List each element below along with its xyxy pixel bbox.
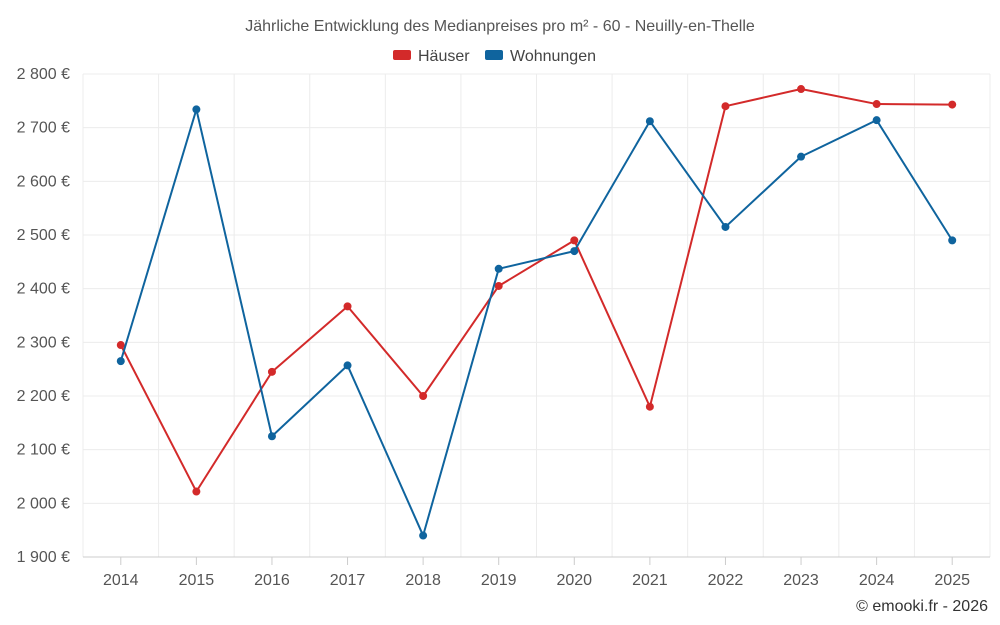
x-tick-label: 2014 [103,572,139,589]
data-point [419,531,428,540]
legend: Häuser Wohnungen [393,48,596,65]
data-point [116,357,125,366]
series-1 [116,85,957,496]
data-point [797,152,806,161]
data-point [494,281,503,290]
series-line [119,108,954,537]
x-tick-label: 2019 [481,572,517,589]
data-point [948,236,957,245]
data-point [419,392,428,400]
y-tick-label: 2 500 € [17,227,70,244]
x-tick-label: 2017 [330,572,366,589]
data-point [570,247,579,256]
data-point [570,236,579,245]
x-tick-label: 2015 [179,572,215,589]
series-2 [116,105,957,540]
legend-swatch [393,50,411,60]
grid-lines [82,73,991,557]
x-tick-label: 2018 [405,572,441,589]
legend-item[interactable]: Häuser [393,48,470,65]
data-point [267,367,276,376]
data-point [948,100,957,109]
x-tick-label: 2023 [783,572,819,589]
data-point [343,302,352,311]
x-tick-label: 2025 [934,572,970,589]
data-point [116,341,125,350]
y-tick-label: 2 300 € [17,334,70,351]
x-tick-label: 2021 [632,572,668,589]
y-tick-label: 2 400 € [17,281,70,298]
series-group [116,85,957,540]
y-axis: 1 900 € 2 000 € 2 100 € 2 200 € 2 300 € 2 400… [17,66,70,566]
chart-title: Jährliche Entwicklung des Medianpreises … [245,18,755,35]
legend-label: Häuser [418,48,470,65]
y-tick-label: 2 200 € [17,388,70,405]
x-tick-label: 2016 [254,572,290,589]
y-tick-label: 2 000 € [17,495,70,512]
legend-swatch [485,50,503,60]
credit-text: © emooki.fr - 2026 [856,598,988,615]
data-point [192,105,201,114]
series-line [119,88,953,493]
y-tick-label: 2 600 € [17,173,70,190]
x-tick-label: 2024 [859,572,895,589]
data-point [645,117,654,126]
y-tick-label: 1 900 € [17,549,70,566]
data-point [721,222,730,231]
y-tick-label: 2 100 € [17,442,70,459]
data-point [721,102,730,111]
y-tick-label: 2 700 € [17,120,70,137]
data-point [645,402,654,411]
legend-label: Wohnungen [510,48,596,65]
x-axis: 2014 2015 2016 2017 2018 2019 2020 2021 2022 2023… [83,556,990,589]
data-point [267,432,276,441]
data-point [872,116,881,125]
data-point [343,361,352,370]
legend-item[interactable]: Wohnungen [485,48,596,65]
y-tick-label: 2 800 € [17,66,70,83]
x-tick-label: 2022 [708,572,744,589]
x-tick-label: 2020 [556,572,592,589]
data-point [872,100,881,109]
data-point [797,85,806,94]
data-point [494,264,503,273]
data-point [192,487,201,496]
